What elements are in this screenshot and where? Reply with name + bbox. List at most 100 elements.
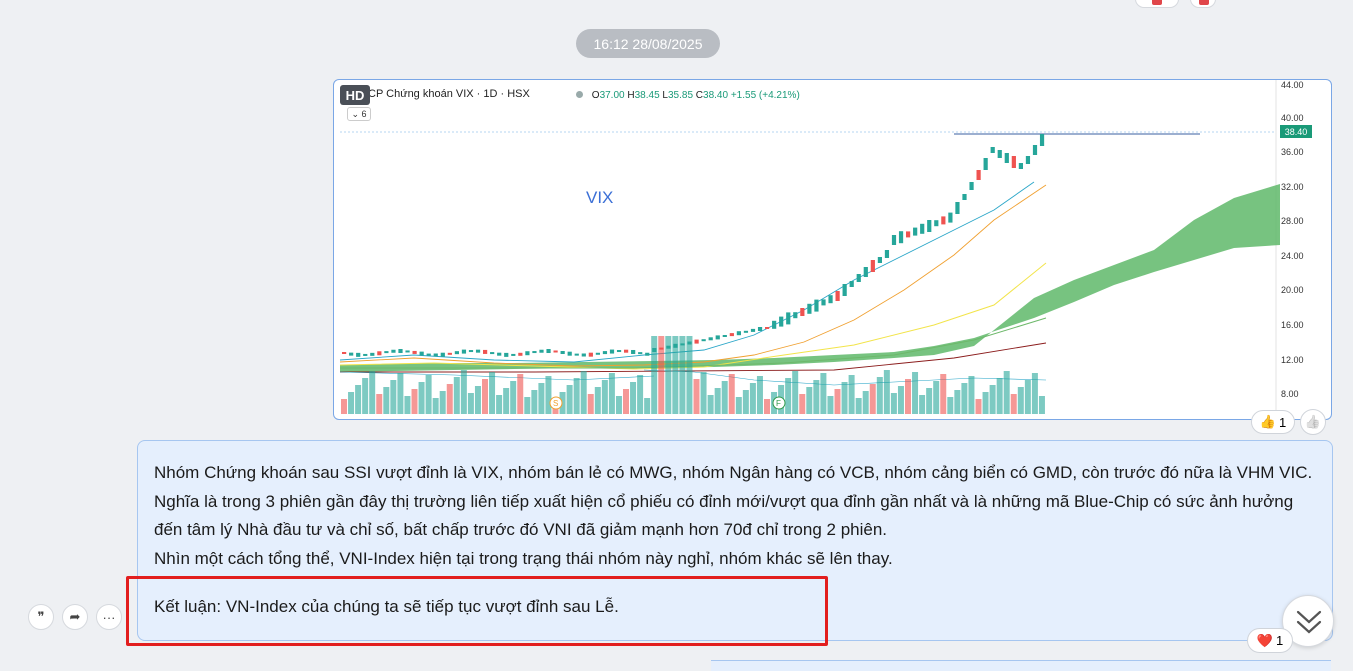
- candle: [814, 299, 819, 312]
- volume-bar: [975, 399, 982, 414]
- candle: [363, 353, 368, 356]
- candle: [461, 349, 467, 354]
- volume-bar: [503, 388, 510, 414]
- volume-bar: [792, 371, 799, 414]
- volume-bar: [608, 373, 615, 414]
- volume-bar: [517, 374, 524, 414]
- candle: [772, 320, 777, 329]
- candle: [447, 352, 452, 355]
- candlestick-chart: S F: [339, 80, 1280, 419]
- volume-bar: [489, 372, 496, 414]
- candle: [779, 316, 784, 327]
- volume-bar: [446, 384, 453, 414]
- previous-reaction-pill[interactable]: [1135, 0, 1179, 8]
- volume-bar: [855, 398, 862, 414]
- candle: [624, 349, 629, 353]
- candle: [483, 349, 488, 354]
- volume-bar: [630, 382, 637, 414]
- forward-button[interactable]: ➦: [62, 604, 88, 630]
- volume-bar: [756, 376, 763, 414]
- candle: [694, 339, 699, 344]
- candle: [539, 349, 544, 353]
- more-options-button[interactable]: ···: [96, 604, 122, 630]
- volume-bar: [742, 390, 749, 414]
- volume-bar: [862, 391, 869, 414]
- candle: [821, 299, 826, 306]
- volume-bar: [559, 392, 566, 414]
- volume-bar: [869, 384, 876, 414]
- candle: [757, 327, 763, 331]
- volume-bar: [587, 394, 594, 414]
- candle: [941, 216, 946, 225]
- candle: [1025, 156, 1031, 164]
- candle: [997, 150, 1002, 158]
- candle: [913, 227, 918, 236]
- like-button[interactable]: 👍: [1300, 409, 1326, 435]
- hd-badge: HD: [340, 85, 370, 105]
- candle: [616, 350, 622, 353]
- candle: [990, 147, 995, 153]
- candle: [560, 351, 565, 355]
- volume-bar: [693, 379, 700, 414]
- volume-bar: [573, 378, 580, 414]
- volume-bar: [749, 383, 756, 414]
- candle: [532, 351, 537, 354]
- candle: [849, 281, 854, 287]
- volume-bar: [615, 396, 622, 414]
- volume-bar: [707, 395, 714, 414]
- candle: [828, 295, 833, 304]
- candle: [497, 352, 502, 356]
- volume-bar: [482, 379, 488, 414]
- volume-bar: [1031, 373, 1038, 414]
- quote-button[interactable]: ❞: [28, 604, 54, 630]
- candle: [645, 352, 650, 356]
- volume-bar: [947, 397, 954, 414]
- volume-bar: [425, 375, 432, 414]
- volume-bar: [799, 394, 806, 414]
- heart-reaction[interactable]: ❤️ 1: [1247, 628, 1293, 653]
- chart-image-message[interactable]: CP Chứng khoán VIX · 1D · HSX O37.00 H38…: [333, 79, 1332, 420]
- chart-annotation-vix: VIX: [586, 188, 614, 207]
- reaction-count: 1: [1278, 414, 1287, 430]
- heart-icon: ❤️: [1256, 632, 1273, 648]
- volume-bar: [348, 392, 355, 414]
- volume-bar: [728, 374, 735, 414]
- volume-bar: [453, 377, 460, 414]
- candle: [595, 352, 600, 355]
- candle: [842, 284, 847, 296]
- candle: [419, 351, 424, 356]
- text-message[interactable]: Nhóm Chứng khoán sau SSI vượt đỉnh là VI…: [137, 440, 1333, 641]
- volume-bar: [961, 383, 968, 414]
- chart-ohlc-readout: O37.00 H38.45 L35.85 C38.40 +1.55 (+4.21…: [576, 90, 800, 101]
- price-axis-label: 40.00: [1281, 113, 1304, 123]
- candle: [426, 353, 431, 356]
- thumbs-up-reaction[interactable]: 👍 1: [1251, 410, 1295, 434]
- candle: [701, 339, 706, 342]
- volume-bar: [834, 389, 841, 414]
- price-axis-label: 8.00: [1281, 389, 1299, 399]
- candle: [377, 351, 382, 356]
- volume-bar: [439, 391, 446, 414]
- candle: [412, 350, 417, 354]
- volume-bar: [580, 371, 587, 414]
- candle: [490, 352, 495, 355]
- heart-icon: [1199, 0, 1209, 5]
- volume-bar: [912, 372, 919, 414]
- previous-react-button[interactable]: [1190, 0, 1216, 8]
- candle: [384, 351, 389, 354]
- like-outline-icon: 👍: [1304, 414, 1322, 429]
- candle: [877, 257, 882, 263]
- price-axis-label: 24.00: [1281, 251, 1304, 261]
- volume-bar: [432, 398, 439, 414]
- price-axis-label: 12.00: [1281, 355, 1304, 365]
- candle: [786, 312, 791, 325]
- forward-icon: ➦: [69, 609, 81, 624]
- volume-bar: [397, 373, 404, 414]
- candle: [983, 158, 988, 170]
- candle: [602, 351, 608, 355]
- volume-bar: [672, 336, 679, 414]
- volume-bar: [827, 396, 834, 414]
- volume-bar: [496, 395, 503, 414]
- volume-bar: [813, 380, 820, 414]
- candle: [729, 333, 734, 337]
